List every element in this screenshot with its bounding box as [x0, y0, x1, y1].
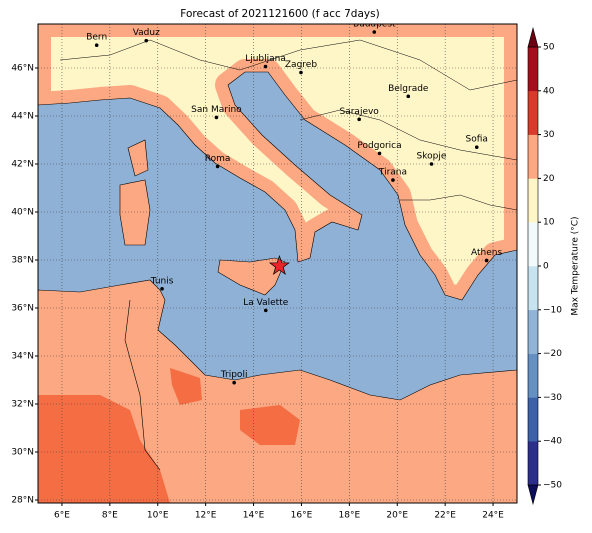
y-tick-label: 28°N — [11, 495, 34, 505]
colorbar-extend — [527, 26, 539, 48]
map-frame — [37, 23, 518, 504]
warm-region — [170, 368, 202, 405]
y-tick-label: 42°N — [11, 159, 34, 169]
city-label: Budapest — [353, 19, 396, 29]
y-tick-label: 32°N — [11, 399, 34, 409]
colorbar-bin — [528, 397, 538, 442]
colorbar-bin — [528, 47, 538, 92]
europe-coast — [38, 24, 517, 301]
city-label: Skopje — [417, 151, 447, 161]
colorbar-tick-label: −10 — [543, 305, 562, 315]
border — [400, 194, 517, 211]
x-tick-label: 18°E — [339, 511, 361, 521]
city-dot — [429, 162, 434, 166]
colorbar-tick-label: −50 — [543, 481, 562, 491]
warm-region — [38, 395, 170, 503]
colorbar-tick-label: −40 — [543, 437, 562, 447]
city-label: Ljubljana — [245, 54, 286, 64]
city-dot — [214, 115, 219, 120]
grid — [38, 24, 517, 503]
border — [299, 109, 517, 161]
x-tick-label: 10°E — [147, 511, 169, 521]
city-label: Tirana — [378, 168, 407, 178]
x-tick-label: 12°E — [195, 511, 217, 521]
colorbar-bin — [528, 309, 538, 354]
y-tick-label: 44°N — [11, 111, 34, 121]
city-dot — [144, 38, 149, 43]
y-tick-label: 38°N — [11, 255, 34, 265]
city-dot — [232, 380, 236, 385]
city-dot — [357, 117, 361, 122]
x-tick-label: 8°E — [102, 511, 118, 521]
city-dot — [160, 286, 164, 291]
colorbar-bin — [528, 178, 538, 223]
city-dot — [263, 308, 268, 313]
x-tick-label: 16°E — [291, 511, 313, 521]
city-label: Podgorica — [357, 141, 401, 151]
colorbar-tick-label: 20 — [543, 174, 555, 184]
x-tick-label: 24°E — [482, 511, 504, 521]
colorbar-tick-label: 50 — [543, 43, 555, 53]
city-dot — [215, 164, 220, 169]
city-label: Sofia — [466, 135, 488, 145]
y-tick-label: 30°N — [11, 447, 34, 457]
city-label: Bern — [86, 33, 107, 43]
city-dot — [372, 30, 377, 34]
sicily — [217, 257, 286, 296]
map-title: Forecast of 2021121600 (f acc 7days) — [180, 8, 379, 20]
x-tick-label: 22°E — [434, 511, 456, 521]
city-dot — [474, 145, 479, 149]
x-tick-label: 20°E — [386, 511, 408, 521]
city-label: Zagreb — [285, 60, 317, 70]
axes: 6°E 8°E 10°E 12°E 14°E 16°E 18°E 20°E 22°E 24°E 28… — [11, 63, 504, 520]
city-label: San Marino — [191, 105, 242, 115]
city-dot — [484, 258, 489, 263]
colorbar-bin — [528, 353, 538, 398]
colorbar-bin — [528, 90, 538, 135]
colorbar-extend — [527, 484, 539, 506]
warm-region — [240, 405, 300, 445]
border — [124, 299, 161, 471]
city-label: Belgrade — [388, 84, 429, 94]
colorbar-label: Max Temperature (°C) — [571, 216, 581, 315]
colorbar-bin — [528, 134, 538, 179]
y-tick-label: 34°N — [11, 351, 34, 361]
city-dot — [263, 64, 268, 69]
x-tick-label: 14°E — [243, 511, 265, 521]
colorbar-bin — [528, 266, 538, 311]
city-dot — [391, 178, 395, 182]
y-tick-label: 40°N — [11, 207, 34, 217]
corsica — [127, 139, 149, 177]
colorbar-tick-label: −30 — [543, 393, 562, 403]
colorbar-tick-label: −20 — [543, 349, 562, 359]
city-label: Athens — [471, 248, 502, 258]
city-label: Vaduz — [133, 28, 160, 38]
star-marker — [268, 254, 290, 275]
colorbar-bin — [528, 441, 538, 486]
city-label: Sarajevo — [340, 107, 380, 117]
y-tick-label: 46°N — [11, 63, 34, 73]
y-tick-label: 36°N — [11, 303, 34, 313]
x-tick-label: 6°E — [54, 511, 70, 521]
colorbar-bin — [528, 222, 538, 267]
city-dot — [377, 151, 382, 156]
city-dot — [299, 70, 303, 75]
city-label: La Valette — [243, 298, 288, 308]
colorbar: −50 −40 −30 −20 −10 0 10 20 30 40 50 — [527, 26, 562, 506]
colorbar-tick-label: 40 — [543, 86, 555, 96]
city-label: Tripoli — [220, 370, 248, 380]
city-dot — [406, 94, 411, 99]
colorbar-tick-label: 10 — [543, 218, 555, 228]
city-dot — [94, 43, 99, 47]
colorbar-tick-label: 0 — [543, 262, 549, 272]
city-label: Roma — [205, 154, 231, 164]
sardinia — [119, 179, 151, 246]
city-label: Tunis — [150, 276, 174, 286]
colorbar-tick-label: 30 — [543, 130, 555, 140]
